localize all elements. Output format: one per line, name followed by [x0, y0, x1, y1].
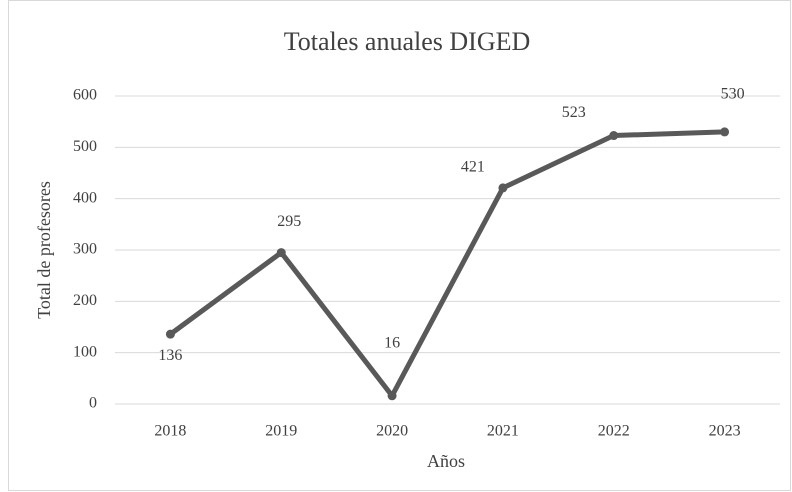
- data-point: [720, 127, 730, 137]
- data-label: 421: [461, 159, 485, 176]
- x-tick-label: 2019: [265, 423, 297, 440]
- y-tick-label: 0: [89, 395, 97, 412]
- data-line: [168, 129, 725, 399]
- x-tick-label: 2023: [709, 423, 741, 440]
- data-point: [276, 248, 286, 258]
- y-tick-label: 200: [73, 292, 97, 309]
- data-point: [165, 329, 175, 339]
- x-tick-label: 2022: [598, 423, 630, 440]
- data-point: [498, 183, 508, 193]
- y-tick-label: 500: [73, 138, 97, 155]
- chart-title: Totales anuales DIGED: [284, 27, 531, 56]
- chart-border: [8, 0, 791, 491]
- x-tick-label: 2018: [154, 423, 186, 440]
- data-point: [387, 391, 397, 401]
- y-axis-title: Total de profesores: [34, 181, 54, 319]
- data-label: 523: [562, 104, 586, 121]
- data-label: 16: [384, 334, 400, 351]
- x-tick-label: 2020: [376, 423, 408, 440]
- y-tick-label: 600: [73, 87, 97, 104]
- x-axis-title: Años: [427, 451, 465, 471]
- data-label: 295: [277, 213, 301, 230]
- data-point: [609, 131, 619, 141]
- x-tick-label: 2021: [487, 423, 519, 440]
- y-tick-label: 300: [73, 241, 97, 258]
- data-label: 530: [721, 86, 745, 103]
- y-tick-label: 400: [73, 189, 97, 206]
- y-tick-label: 100: [73, 343, 97, 360]
- data-label: 136: [158, 347, 182, 364]
